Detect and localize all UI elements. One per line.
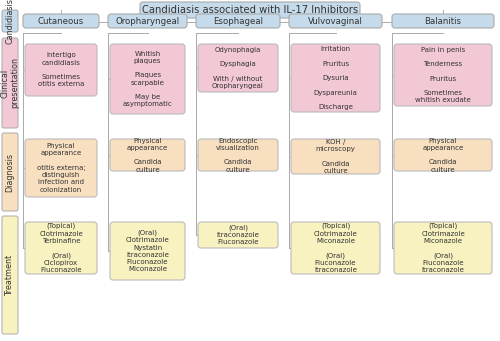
Text: Diagnosis: Diagnosis — [6, 152, 15, 192]
Text: Intertigo
candidiasis

Sometimes
otitis externa: Intertigo candidiasis Sometimes otitis e… — [38, 53, 84, 88]
FancyBboxPatch shape — [392, 14, 494, 28]
Text: Physical
appearance

Candida
culture: Physical appearance Candida culture — [422, 137, 464, 173]
FancyBboxPatch shape — [2, 10, 18, 32]
FancyBboxPatch shape — [394, 139, 492, 171]
FancyBboxPatch shape — [198, 44, 278, 92]
Text: Odynophagia

Dysphagia

With / without
Oropharyngeal: Odynophagia Dysphagia With / without Oro… — [212, 47, 264, 89]
Text: Candidiasis associated with IL-17 Inhibitors: Candidiasis associated with IL-17 Inhibi… — [142, 5, 358, 15]
Text: (Topical)
Clotrimazole
Terbinafine

(Oral)
Ciclopirox
Fluconazole: (Topical) Clotrimazole Terbinafine (Oral… — [39, 223, 83, 273]
FancyBboxPatch shape — [110, 222, 185, 280]
Text: (Topical)
Clotrimazole
Miconazole

(Oral)
Fluconazole
Itraconazole: (Topical) Clotrimazole Miconazole (Oral)… — [314, 223, 358, 273]
FancyBboxPatch shape — [291, 222, 380, 274]
FancyBboxPatch shape — [291, 44, 380, 112]
FancyBboxPatch shape — [140, 2, 360, 18]
FancyBboxPatch shape — [108, 14, 187, 28]
Text: Irritation

Pruritus

Dysuria

Dyspareunia

Discharge: Irritation Pruritus Dysuria Dyspareunia … — [314, 46, 358, 110]
Text: Whitish
plaques

Plaques
scarpable

May be
asymptomatic: Whitish plaques Plaques scarpable May be… — [122, 50, 172, 107]
FancyBboxPatch shape — [23, 14, 99, 28]
FancyBboxPatch shape — [25, 222, 97, 274]
FancyBboxPatch shape — [25, 139, 97, 197]
Text: (Oral)
Clotrimazole
Nystatin
Itraconazole
Fluconazole
Miconazole: (Oral) Clotrimazole Nystatin Itraconazol… — [126, 229, 170, 272]
Text: Clinical
presentation: Clinical presentation — [0, 58, 20, 108]
Text: Cutaneous: Cutaneous — [38, 16, 84, 26]
FancyBboxPatch shape — [289, 14, 382, 28]
FancyBboxPatch shape — [2, 38, 18, 128]
Text: Balanitis: Balanitis — [424, 16, 462, 26]
FancyBboxPatch shape — [25, 44, 97, 96]
FancyBboxPatch shape — [198, 222, 278, 248]
FancyBboxPatch shape — [2, 133, 18, 211]
FancyBboxPatch shape — [196, 14, 280, 28]
FancyBboxPatch shape — [110, 44, 185, 114]
Text: Candidiasis: Candidiasis — [6, 0, 15, 44]
Text: Pain in penis

Tenderness

Pruritus

Sometimes
whitish exudate: Pain in penis Tenderness Pruritus Someti… — [415, 47, 471, 103]
Text: Physical
appearance

otitis externa;
distinguish
infection and
colonization: Physical appearance otitis externa; dist… — [36, 143, 86, 193]
FancyBboxPatch shape — [291, 139, 380, 174]
Text: Vulvovaginal: Vulvovaginal — [308, 16, 363, 26]
Text: Oropharyngeal: Oropharyngeal — [116, 16, 180, 26]
Text: KOH /
microscopy

Candida
culture: KOH / microscopy Candida culture — [316, 139, 356, 174]
Text: Esophageal: Esophageal — [213, 16, 263, 26]
Text: Physical
appearance

Candida
culture: Physical appearance Candida culture — [127, 137, 168, 173]
FancyBboxPatch shape — [2, 216, 18, 334]
FancyBboxPatch shape — [198, 139, 278, 171]
Text: (Oral)
Itraconazole
Fluconazole: (Oral) Itraconazole Fluconazole — [216, 224, 260, 246]
FancyBboxPatch shape — [110, 139, 185, 171]
FancyBboxPatch shape — [394, 44, 492, 106]
FancyBboxPatch shape — [394, 222, 492, 274]
Text: Treatment: Treatment — [6, 254, 15, 296]
Text: Endoscopic
visualization

Candida
culture: Endoscopic visualization Candida culture — [216, 137, 260, 173]
Text: (Topical)
Clotrimazole
Miconazole

(Oral)
Fluconazole
Itraconazole: (Topical) Clotrimazole Miconazole (Oral)… — [421, 223, 465, 273]
